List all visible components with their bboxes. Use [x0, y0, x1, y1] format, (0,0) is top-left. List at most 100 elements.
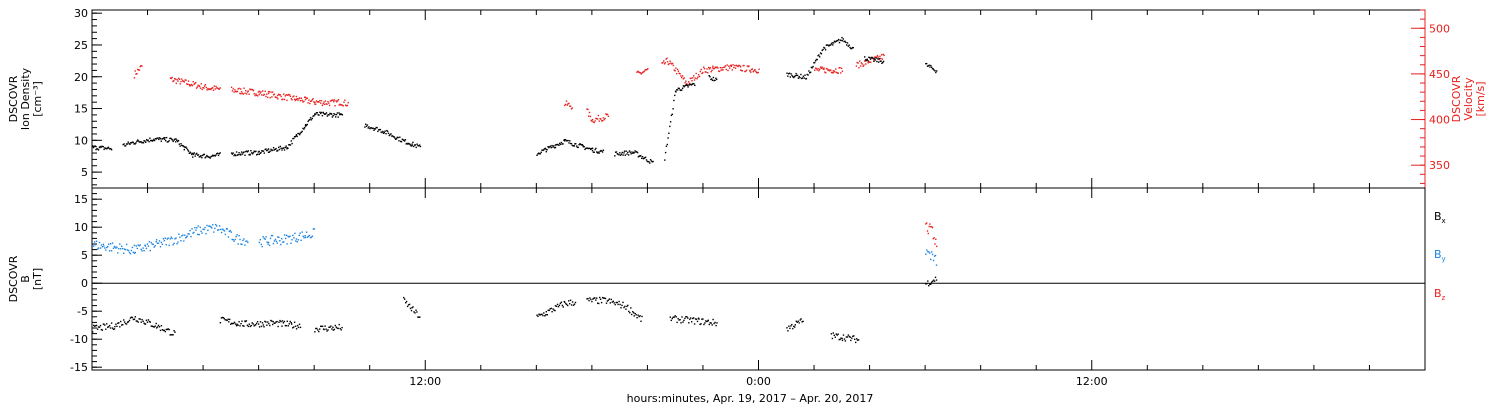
- data-point: [874, 59, 876, 61]
- data-point: [148, 141, 150, 143]
- data-point: [284, 95, 286, 97]
- data-point: [279, 94, 281, 96]
- data-point: [610, 298, 612, 301]
- data-point: [732, 64, 734, 66]
- data-point: [263, 326, 265, 328]
- data-point: [246, 91, 249, 93]
- data-point: [204, 84, 207, 86]
- data-point: [207, 155, 209, 158]
- data-point: [195, 229, 197, 231]
- data-point: [571, 301, 574, 303]
- data-point: [298, 97, 300, 100]
- data-point: [836, 334, 838, 336]
- data-point: [625, 150, 627, 152]
- data-point: [271, 96, 273, 98]
- data-point: [135, 245, 137, 247]
- data-point: [320, 112, 322, 115]
- data-point: [150, 139, 153, 142]
- data-point: [171, 76, 173, 79]
- data-point: [548, 146, 551, 148]
- data-point: [119, 326, 121, 328]
- data-point: [672, 316, 674, 318]
- data-point: [178, 78, 181, 80]
- y-tick-label: 25: [74, 39, 88, 52]
- data-point: [592, 151, 595, 153]
- data-point: [110, 149, 113, 151]
- data-point: [395, 138, 397, 140]
- data-point: [256, 94, 258, 96]
- data-point: [285, 94, 287, 96]
- data-point: [614, 155, 616, 157]
- data-point: [160, 325, 163, 327]
- data-point: [667, 63, 670, 66]
- data-point: [209, 225, 211, 227]
- data-point: [132, 318, 135, 321]
- data-point: [820, 53, 823, 55]
- data-point: [605, 113, 607, 115]
- data-point: [400, 141, 403, 143]
- data-point: [569, 105, 572, 107]
- data-point: [587, 297, 589, 300]
- data-point: [234, 153, 236, 156]
- data-point: [624, 154, 626, 156]
- data-point: [218, 88, 220, 90]
- data-point: [229, 318, 231, 321]
- data-point: [218, 153, 220, 155]
- data-point: [794, 326, 796, 328]
- data-point: [929, 252, 931, 254]
- data-point: [144, 140, 146, 142]
- data-point: [846, 42, 849, 44]
- data-point: [275, 148, 277, 150]
- data-point: [409, 144, 412, 146]
- data-point: [212, 155, 215, 157]
- data-point: [934, 70, 936, 72]
- data-point: [113, 328, 116, 330]
- data-point: [825, 67, 828, 70]
- data-point: [554, 305, 557, 307]
- data-point: [174, 331, 176, 333]
- data-point: [572, 144, 574, 147]
- data-point: [599, 118, 601, 120]
- data-point: [927, 232, 929, 235]
- data-point: [320, 111, 323, 114]
- data-point: [800, 73, 802, 76]
- data-point: [268, 91, 271, 93]
- data-point: [324, 100, 327, 102]
- data-point: [389, 134, 391, 136]
- data-point: [566, 104, 568, 106]
- data-point: [671, 62, 674, 65]
- data-point: [289, 320, 291, 323]
- data-point: [713, 322, 715, 325]
- data-point: [293, 95, 295, 97]
- data-point: [725, 68, 727, 71]
- data-point: [316, 327, 318, 330]
- data-point: [716, 66, 718, 68]
- data-point: [683, 86, 685, 88]
- data-point: [708, 75, 710, 77]
- data-point: [301, 231, 303, 233]
- data-point: [856, 338, 858, 340]
- data-point: [799, 77, 801, 79]
- data-point: [668, 63, 670, 65]
- data-point: [261, 94, 263, 96]
- data-point: [283, 320, 286, 323]
- data-point: [295, 134, 298, 136]
- data-point: [590, 119, 592, 122]
- data-point: [684, 82, 686, 84]
- data-point: [649, 159, 652, 161]
- data-point: [691, 321, 693, 323]
- data-point: [619, 154, 622, 156]
- data-point: [739, 69, 742, 71]
- data-point: [339, 114, 341, 116]
- data-point: [276, 242, 278, 244]
- data-point: [126, 249, 129, 251]
- data-point: [686, 316, 688, 318]
- data-point: [714, 66, 717, 68]
- data-point: [787, 330, 789, 332]
- data-point: [125, 243, 128, 246]
- data-point: [545, 314, 547, 316]
- data-point: [274, 148, 276, 150]
- data-point: [108, 243, 110, 245]
- data-point: [286, 99, 288, 102]
- data-point: [819, 52, 822, 54]
